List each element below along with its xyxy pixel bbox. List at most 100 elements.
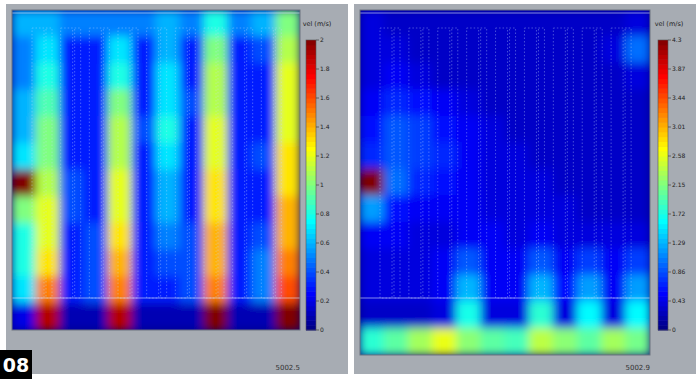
colorbar-tick-label: 1.6 — [320, 94, 330, 101]
rack — [553, 28, 565, 298]
heatmap-cell — [180, 223, 205, 251]
heatmap-cell — [252, 143, 277, 171]
heatmap-cell — [36, 276, 61, 304]
rack — [625, 28, 631, 298]
heatmap-cell — [384, 195, 409, 223]
colorbar-tick-label: 2.15 — [672, 181, 686, 188]
heatmap-cell — [84, 223, 109, 251]
heatmap-cell — [108, 10, 133, 37]
heatmap-cell — [180, 10, 205, 37]
heatmap — [360, 10, 650, 355]
colorbar-step — [306, 224, 316, 229]
colorbar-tick — [316, 214, 319, 215]
colorbar-step — [306, 137, 316, 142]
colorbar-step — [306, 185, 316, 190]
heatmap-cell — [252, 36, 277, 64]
heatmap-cell — [360, 89, 385, 117]
heatmap-cell — [276, 116, 301, 144]
room-line — [360, 13, 650, 14]
heatmap-cell — [456, 116, 481, 144]
heatmap-cell — [360, 169, 385, 197]
heatmap — [12, 10, 300, 330]
colorbar-tick-label: 1.72 — [672, 210, 686, 217]
colorbar-step — [306, 117, 316, 122]
heatmap-cell — [180, 143, 205, 171]
heatmap-cell — [601, 169, 626, 197]
colorbar: 00.430.861.291.722.152.583.013.443.874.3… — [655, 20, 686, 333]
heatmap-cell — [408, 301, 433, 329]
colorbar-step — [658, 166, 668, 171]
heatmap-cell — [360, 116, 385, 144]
colorbar-step — [306, 45, 316, 50]
colorbar-tick-label: 3.44 — [672, 94, 686, 101]
rack — [247, 28, 253, 298]
colorbar-tick — [316, 185, 319, 186]
colorbar-step — [658, 64, 668, 69]
heatmap-cell — [505, 248, 530, 276]
rack — [481, 28, 487, 298]
colorbar-step — [658, 93, 668, 98]
heatmap-cell — [180, 63, 205, 91]
heatmap-cell — [625, 142, 650, 170]
colorbar-step — [306, 79, 316, 84]
frame-lines — [12, 13, 300, 298]
heatmap-cell — [132, 116, 157, 144]
heatmap-cell — [180, 90, 205, 118]
rack — [438, 28, 450, 298]
heatmap-cell — [529, 142, 554, 170]
heatmap-cell — [601, 301, 626, 329]
heatmap-cell — [276, 63, 301, 91]
heatmap-cell — [36, 143, 61, 171]
heatmap-cell — [432, 116, 457, 144]
rack — [467, 28, 479, 298]
colorbar-step — [306, 258, 316, 263]
heatmap-cell — [180, 116, 205, 144]
colorbar-tick-label: 0.2 — [320, 297, 330, 304]
colorbar-step — [658, 301, 668, 306]
heatmap-cell — [84, 196, 109, 224]
colorbar-step — [306, 301, 316, 306]
heatmap-cell — [529, 222, 554, 250]
colorbar-step — [306, 311, 316, 316]
heatmap-cell — [132, 250, 157, 278]
rack — [46, 28, 52, 298]
colorbar-step — [306, 88, 316, 93]
rack — [409, 28, 421, 298]
colorbar-tick — [668, 98, 671, 99]
heatmap-cell — [505, 222, 530, 250]
colorbar-step — [306, 219, 316, 224]
colorbar-step — [658, 175, 668, 180]
heatmap-cell — [456, 36, 481, 64]
rack — [496, 28, 508, 298]
colorbar-tick — [668, 214, 671, 215]
heatmap-cell — [252, 196, 277, 224]
colorbar-step — [306, 69, 316, 74]
colorbar: 00.20.40.60.811.21.41.61.82vel (m/s) — [303, 20, 332, 333]
colorbar-step — [658, 108, 668, 113]
colorbar-step — [658, 262, 668, 267]
heatmap-cell — [601, 89, 626, 117]
rack — [582, 28, 594, 298]
heatmap-cell — [360, 222, 385, 250]
heatmap-cell — [553, 328, 578, 355]
heatmap-cell — [156, 276, 181, 304]
colorbar-tick-label: 1 — [320, 181, 324, 188]
colorbar-tick-label: 0.8 — [320, 210, 330, 217]
heatmap-cell — [36, 170, 61, 198]
heatmap-cell — [480, 169, 505, 197]
panel-background — [354, 4, 696, 374]
heatmap-cell — [36, 10, 61, 37]
heatmap-cell — [252, 303, 277, 330]
heatmap-cell — [384, 169, 409, 197]
heatmap-cell — [12, 276, 37, 304]
heatmap-cell — [432, 301, 457, 329]
heatmap-cell — [84, 36, 109, 64]
colorbar-step — [306, 195, 316, 200]
heatmap-cell — [360, 10, 385, 37]
heatmap-cell — [456, 195, 481, 223]
heatmap-cell — [252, 223, 277, 251]
heatmap-cell — [180, 196, 205, 224]
colorbar-tick — [668, 272, 671, 273]
colorbar-step — [658, 277, 668, 282]
plot-background — [360, 10, 650, 355]
